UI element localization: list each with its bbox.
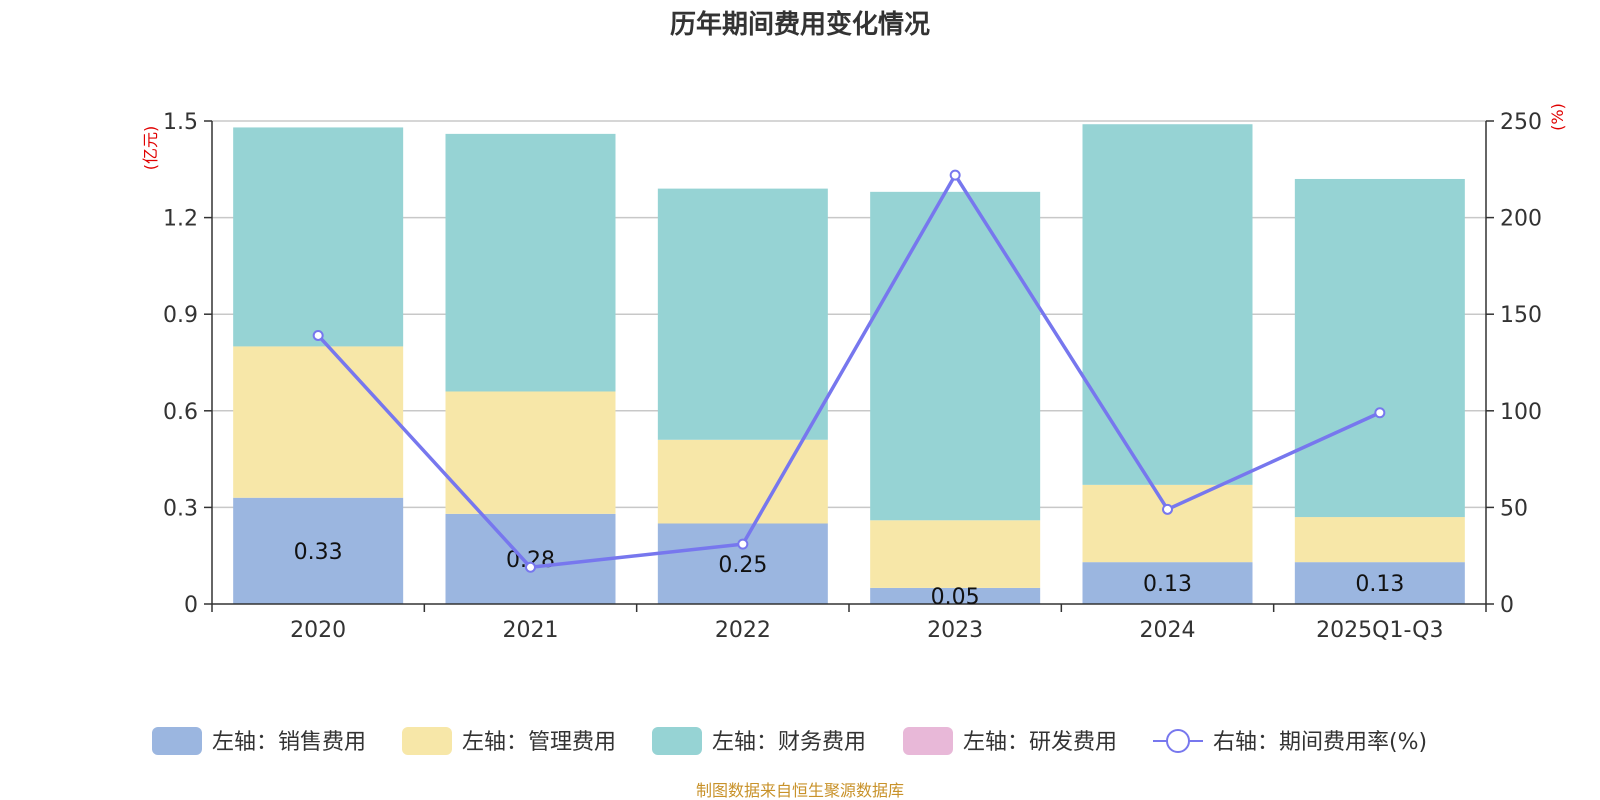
bar-2023-series-2 <box>870 191 1041 521</box>
right-axis-tick-label: 100 <box>1500 400 1542 425</box>
legend-swatch-2 <box>652 727 702 755</box>
legend-swatch-3 <box>903 727 953 755</box>
right-axis-tick-label: 200 <box>1500 207 1542 232</box>
legend-label-0: 左轴：销售费用 <box>212 730 366 755</box>
bar-2025Q1-Q3-series-2 <box>1294 178 1465 518</box>
bar-2021-series-0 <box>445 513 616 604</box>
grid-lines <box>212 120 1486 509</box>
bar-2025Q1-Q3-series-1 <box>1294 517 1465 563</box>
right-axis-tick-label: 250 <box>1500 110 1542 135</box>
bar-2020-series-2 <box>233 127 404 347</box>
rate-point-2021 <box>525 561 536 573</box>
left-axis-tick-label: 0 <box>184 593 198 618</box>
bar-2022-series-2 <box>657 188 828 440</box>
bar-2021-series-1 <box>445 391 616 514</box>
legend-label-4: 右轴：期间费用率(%) <box>1213 730 1427 755</box>
data-label-2024: 0.13 <box>1143 572 1192 597</box>
bars <box>233 124 1465 604</box>
left-axis-tick-label: 1.2 <box>163 207 198 232</box>
rate-point-2022 <box>737 538 749 550</box>
bar-2022-series-1 <box>657 439 828 524</box>
x-axis-tick-label: 2020 <box>290 618 346 643</box>
bar-2024-series-0 <box>1082 562 1253 604</box>
bar-2020-series-0 <box>233 497 404 604</box>
bar-2023-series-0 <box>870 587 1041 604</box>
rate-line <box>312 169 1386 573</box>
axes: 0 0.3 0.6 0.9 1.2 1.5 0 50 100 150 200 250 2020 2021 2… <box>163 110 1542 643</box>
legend-label-1: 左轴：管理费用 <box>462 730 616 755</box>
right-axis-unit: (%) <box>1548 103 1567 131</box>
data-label-2022: 0.25 <box>718 553 767 578</box>
bar-2025Q1-Q3-series-0 <box>1294 562 1465 604</box>
bar-2022-series-0 <box>657 523 828 604</box>
x-axis-tick-label: 2023 <box>927 618 983 643</box>
source-note: 制图数据来自恒生聚源数据库 <box>696 781 904 800</box>
left-axis-unit: (亿元) <box>141 126 160 171</box>
chart-title: 历年期间费用变化情况 <box>670 9 930 40</box>
data-labels: 0.33 0.28 0.250.050.13 0.13 <box>294 540 1405 610</box>
legend-marker-swatch <box>1166 729 1190 753</box>
legend: 左轴：销售费用 左轴：管理费用 左轴：财务费用 左轴：研发费用 右轴：期间费用率(%) <box>152 727 1427 755</box>
bar-2024-series-2 <box>1082 124 1253 485</box>
x-axis-tick-label: 2022 <box>715 618 771 643</box>
rate-point-2023 <box>949 169 961 181</box>
left-axis-tick-label: 1.5 <box>163 110 198 135</box>
x-axis-tick-label: 2025Q1-Q3 <box>1316 618 1443 643</box>
left-axis-tick-label: 0.3 <box>163 496 198 521</box>
rate-point-2025Q1-Q3 <box>1374 407 1386 419</box>
bar-2021-series-2 <box>445 133 616 392</box>
right-axis-tick-label: 0 <box>1500 593 1514 618</box>
left-axis-tick-label: 0.9 <box>163 303 198 328</box>
left-axis-tick-label: 0.6 <box>163 400 198 425</box>
legend-swatch-0 <box>152 727 202 755</box>
data-label-2020: 0.33 <box>294 540 343 565</box>
bar-2023-series-1 <box>870 520 1041 588</box>
legend-swatch-1 <box>402 727 452 755</box>
x-axis-tick-label: 2021 <box>503 618 559 643</box>
data-label-2023: 0.05 <box>931 585 980 610</box>
rate-line-path <box>316 173 1381 570</box>
data-label-2025Q1-Q3: 0.13 <box>1355 572 1404 597</box>
x-axis-tick-label: 2024 <box>1140 618 1196 643</box>
right-axis-tick-label: 50 <box>1500 496 1528 521</box>
bar-2020-series-1 <box>233 346 404 498</box>
rate-point-2024 <box>1162 503 1173 515</box>
legend-label-2: 左轴：财务费用 <box>712 730 866 755</box>
rate-point-2020 <box>312 329 324 341</box>
right-axis-tick-label: 150 <box>1500 303 1542 328</box>
legend-label-3: 左轴：研发费用 <box>963 730 1117 755</box>
bar-2024-series-1 <box>1082 484 1253 563</box>
